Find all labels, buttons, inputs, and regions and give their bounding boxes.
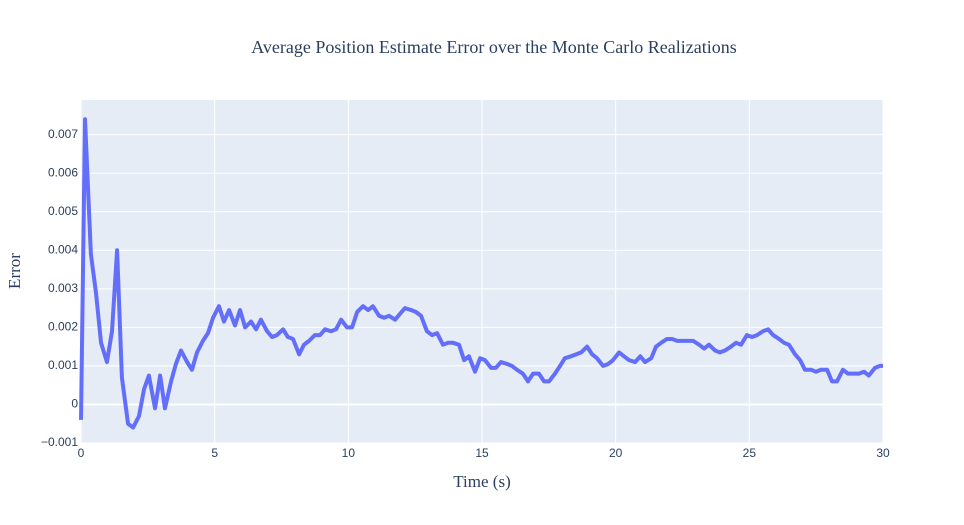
y-tick-label: 0.001 <box>48 358 78 372</box>
y-tick-label: 0.004 <box>48 242 78 256</box>
y-tick-label: 0.003 <box>48 281 78 295</box>
x-tick-label: 20 <box>609 446 623 460</box>
y-tick-label: −0.001 <box>41 435 78 449</box>
x-tick-label: 15 <box>475 446 489 460</box>
y-tick-label: 0.002 <box>48 320 78 334</box>
y-tick-label: 0 <box>71 397 78 411</box>
x-tick-label: 0 <box>78 446 85 460</box>
x-tick-label: 10 <box>342 446 356 460</box>
y-axis-title: Error <box>5 253 24 289</box>
chart-title: Average Position Estimate Error over the… <box>251 37 737 57</box>
x-axis-title: Time (s) <box>453 472 510 491</box>
x-tick-label: 5 <box>211 446 218 460</box>
x-tick-label: 30 <box>876 446 890 460</box>
y-tick-label: 0.005 <box>48 204 78 218</box>
y-tick-label: 0.006 <box>48 165 78 179</box>
x-tick-label: 25 <box>743 446 757 460</box>
data-line <box>79 117 883 430</box>
y-tick-label: 0.007 <box>48 127 78 141</box>
